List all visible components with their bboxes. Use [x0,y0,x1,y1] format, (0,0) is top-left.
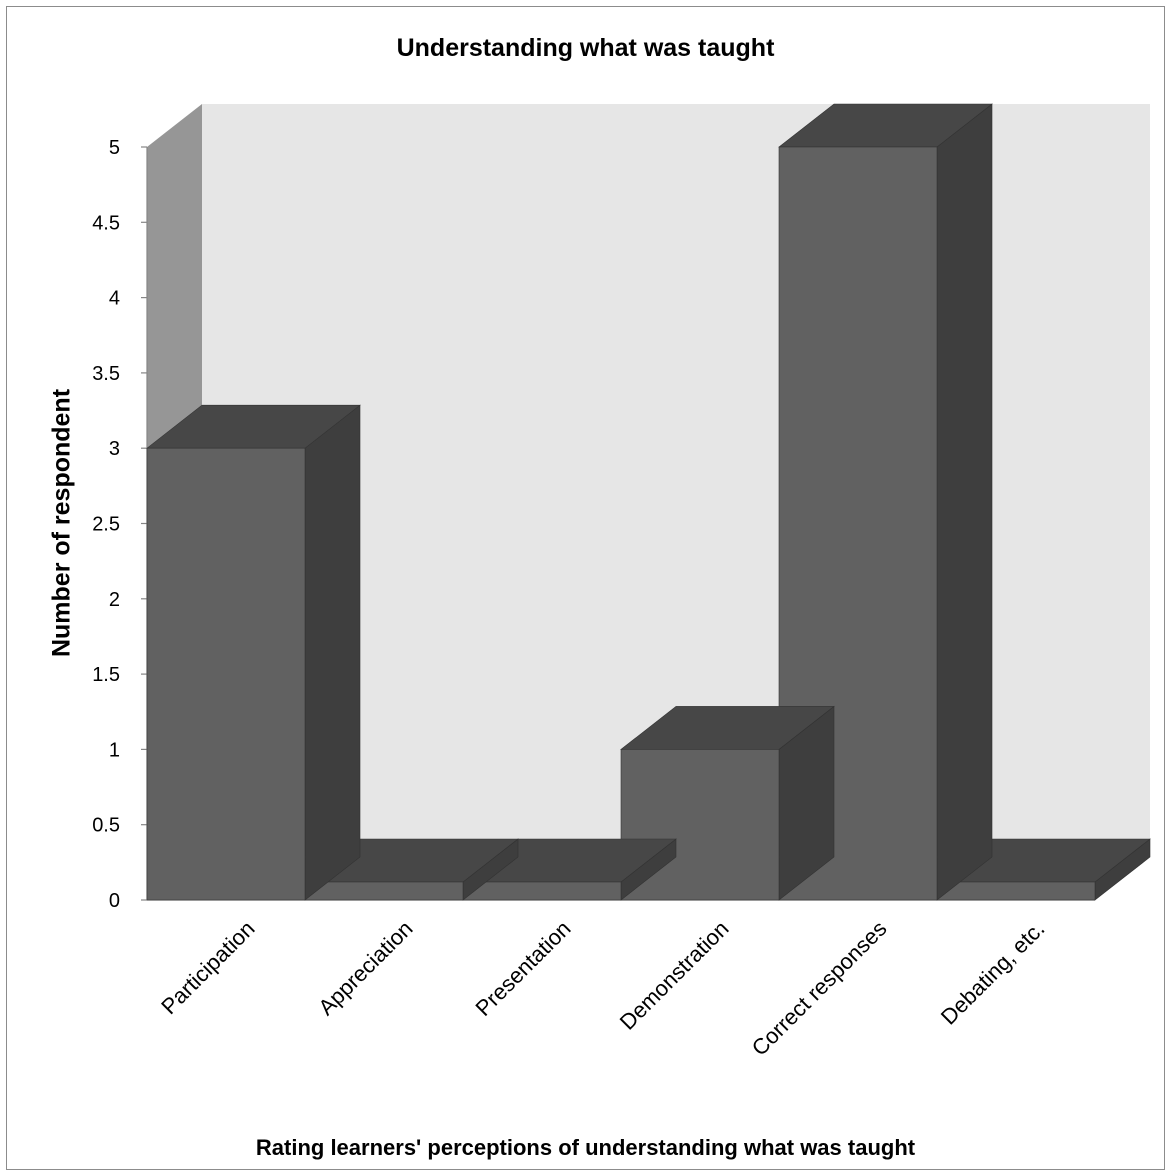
bar [778,103,993,901]
bar [304,838,519,901]
y-tick-label: 3 [109,438,120,460]
y-tick-label: 0 [109,890,120,912]
bar [146,404,361,901]
x-axis-labels: Participation Appreciation Presentation Dem… [156,916,1049,1061]
y-tick-label: 2 [109,589,120,611]
bar-side [304,404,361,901]
x-axis-title: Rating learners' perceptions of understa… [255,1135,916,1160]
x-tick-label: Presentation [471,916,576,1021]
y-tick-label: 5 [109,137,120,159]
y-tick-label: 3.5 [92,363,120,385]
x-tick-label: Demonstration [615,916,734,1035]
chart-title: Understanding what was taught [396,34,775,62]
bars [146,103,1151,901]
bar-front [304,881,464,901]
x-tick-label: Participation [156,916,259,1019]
y-tick-label: 2.5 [92,514,120,536]
bar-side [936,103,993,901]
bar [620,705,835,901]
bar-front [936,881,1096,901]
y-tick-label: 4 [109,288,120,310]
y-tick-label: 4.5 [92,212,120,234]
x-tick-label: Debating, etc. [936,916,1050,1030]
bar-front [462,881,622,901]
y-tick-label: 1 [109,739,120,761]
bar-front [146,447,306,901]
y-tick-label: 1.5 [92,664,120,686]
x-tick-label: Correct responses [747,916,892,1061]
x-tick-label: Appreciation [313,916,417,1020]
y-tick-label: 0.5 [92,815,120,837]
